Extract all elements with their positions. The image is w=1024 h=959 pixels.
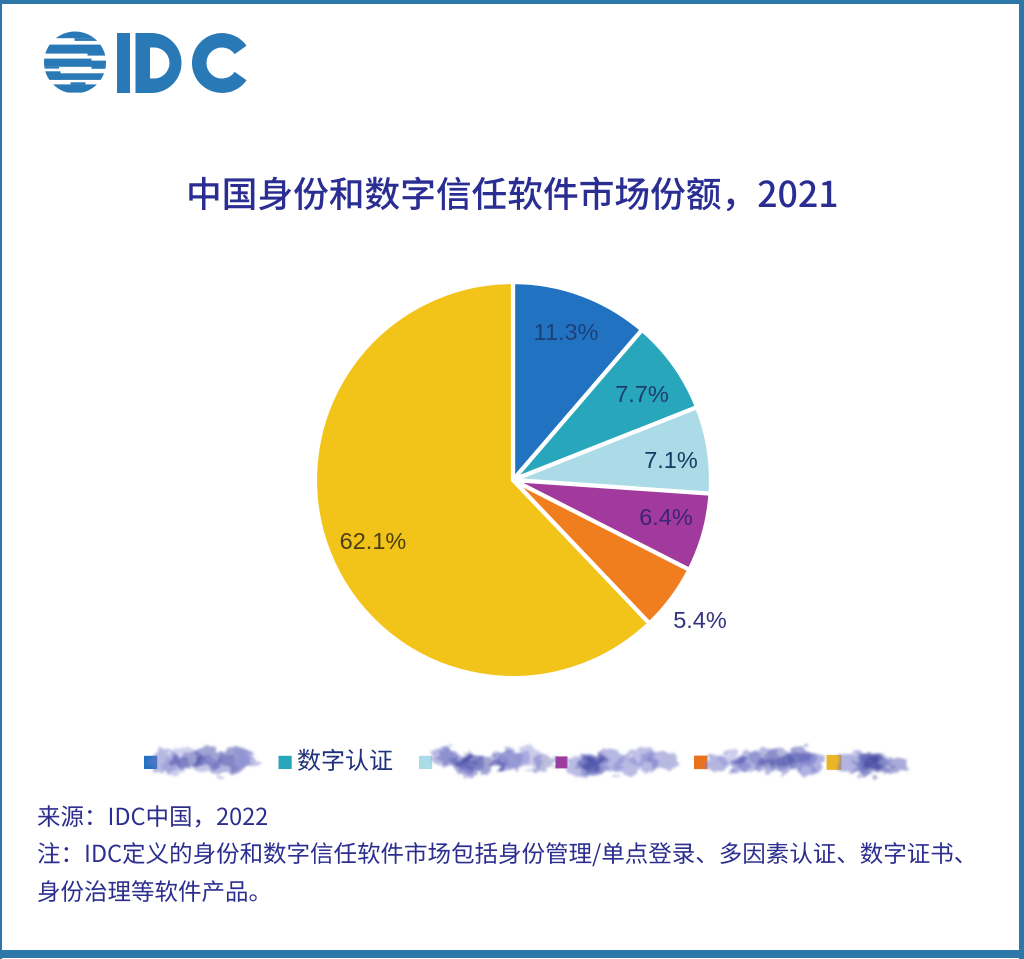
svg-text:62.1%: 62.1% xyxy=(340,528,407,554)
svg-text:6.4%: 6.4% xyxy=(639,504,693,530)
svg-text:5.4%: 5.4% xyxy=(673,607,727,633)
svg-text:7.1%: 7.1% xyxy=(644,447,698,473)
svg-text:7.7%: 7.7% xyxy=(615,381,669,407)
svg-text:11.3%: 11.3% xyxy=(534,319,599,345)
